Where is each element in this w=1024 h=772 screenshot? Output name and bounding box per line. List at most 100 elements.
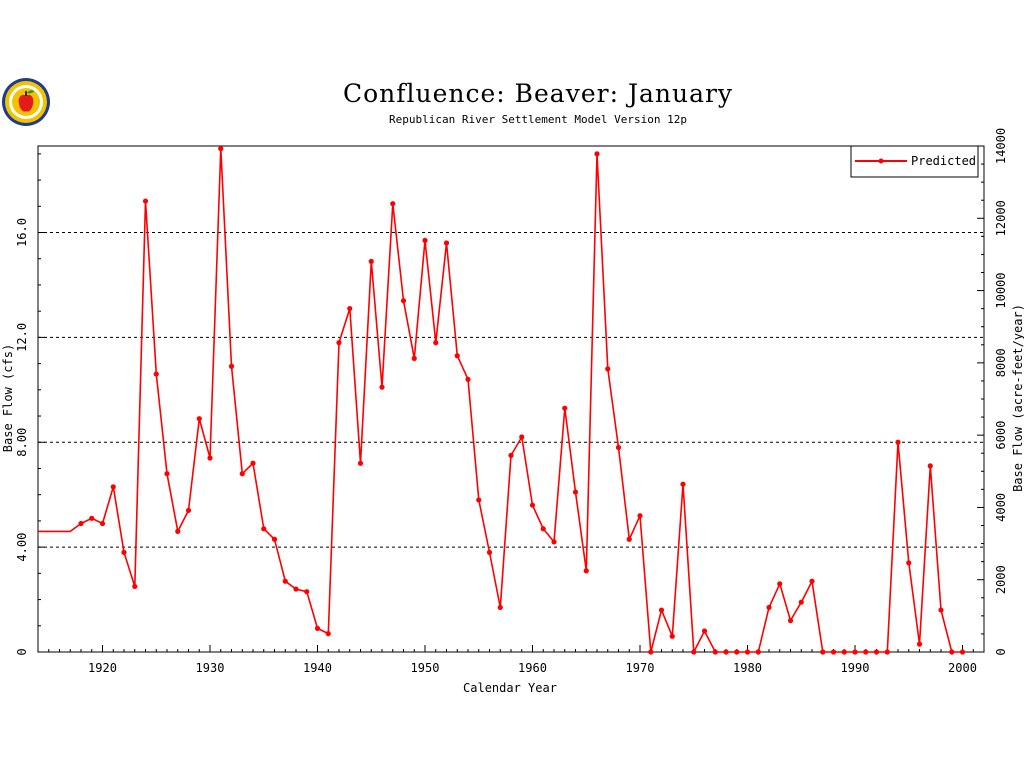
- data-point-predicted: [121, 549, 127, 555]
- data-point-predicted: [830, 649, 837, 655]
- y2-tick-label: 2000: [994, 565, 1008, 594]
- x-tick-label: 2000: [948, 661, 977, 675]
- data-point-predicted: [175, 528, 181, 534]
- data-point-predicted: [250, 460, 256, 466]
- legend-label-predicted: Predicted: [911, 154, 976, 168]
- data-point-predicted: [820, 649, 826, 655]
- series-line-predicted: [38, 147, 963, 653]
- data-point-predicted: [648, 649, 654, 655]
- x-tick-label: 1970: [626, 661, 655, 675]
- data-point-predicted: [132, 583, 138, 590]
- x-tick-label: 1950: [411, 661, 440, 675]
- data-point-predicted: [422, 237, 428, 243]
- data-point-predicted: [196, 416, 202, 422]
- data-point-predicted: [551, 539, 557, 545]
- data-point-predicted: [583, 568, 589, 574]
- data-point-predicted: [906, 560, 912, 566]
- data-point-predicted: [658, 607, 665, 613]
- data-point-predicted: [798, 599, 804, 605]
- data-point-predicted: [841, 649, 847, 655]
- data-point-predicted: [400, 298, 407, 304]
- data-point-predicted: [336, 340, 342, 346]
- data-point-predicted: [304, 589, 310, 595]
- x-tick-label: 1980: [733, 661, 762, 675]
- y2-tick-label: 12000: [994, 200, 1008, 236]
- data-point-predicted: [787, 617, 794, 624]
- data-point-predicted: [744, 649, 751, 655]
- x-tick-label: 1930: [196, 661, 225, 675]
- data-point-predicted: [680, 481, 686, 487]
- data-point-predicted: [368, 258, 374, 264]
- data-point-predicted: [207, 455, 213, 461]
- data-point-predicted: [873, 649, 880, 655]
- data-point-predicted: [572, 489, 579, 495]
- data-point-predicted: [712, 649, 718, 655]
- data-point-predicted: [293, 586, 299, 592]
- data-point-predicted: [734, 649, 740, 655]
- data-point-predicted: [433, 340, 439, 346]
- legend-marker: [878, 158, 884, 164]
- data-point-predicted: [863, 649, 869, 655]
- data-point-predicted: [809, 578, 815, 584]
- data-point-predicted: [228, 363, 235, 369]
- data-point-predicted: [562, 405, 568, 411]
- data-point-predicted: [723, 649, 729, 655]
- data-point-predicted: [454, 353, 460, 359]
- data-point-predicted: [99, 520, 106, 527]
- data-point-predicted: [476, 497, 482, 503]
- data-point-predicted: [529, 502, 536, 508]
- data-point-predicted: [895, 439, 901, 445]
- y-tick-label: 12.0: [15, 323, 29, 352]
- data-point-predicted: [153, 371, 159, 377]
- data-point-predicted: [465, 376, 471, 382]
- data-point-predicted: [615, 444, 622, 451]
- plot-frame: [37, 145, 985, 653]
- data-point-predicted: [916, 641, 923, 647]
- y-tick-label: 4.00: [15, 533, 29, 562]
- data-point-predicted: [766, 604, 772, 611]
- axis-ticks: [37, 145, 985, 653]
- y-tick-label: 16.0: [15, 218, 29, 247]
- data-point-predicted: [185, 507, 192, 514]
- legend: Predicted: [850, 145, 979, 178]
- x-tick-label: 1920: [88, 661, 117, 675]
- y2-tick-label: 14000: [994, 128, 1008, 164]
- y2-tick-label: 10000: [994, 273, 1008, 309]
- data-point-predicted: [755, 649, 761, 655]
- x-tick-label: 1990: [841, 661, 870, 675]
- chart-title: Confluence: Beaver: January: [343, 79, 733, 108]
- data-point-predicted: [540, 526, 546, 532]
- x-axis-label: Calendar Year: [463, 681, 557, 695]
- data-point-predicted: [271, 536, 278, 542]
- data-point-predicted: [78, 520, 84, 527]
- data-point-predicted: [637, 513, 643, 519]
- y-tick-label: 8.00: [15, 428, 29, 457]
- tick-labels: 1920 1930 1940 1950 1960 1970 1980 1990 2000 0 4.0…: [15, 128, 1008, 675]
- series-predicted: [38, 146, 966, 655]
- data-point-predicted: [508, 452, 514, 458]
- data-point-predicted: [89, 515, 95, 521]
- data-point-predicted: [218, 146, 224, 152]
- y-axis-label: Base Flow (cfs): [1, 344, 15, 452]
- data-point-predicted: [605, 366, 611, 372]
- data-point-predicted: [142, 198, 149, 204]
- data-point-predicted: [669, 633, 675, 639]
- data-point-predicted: [777, 581, 783, 587]
- y-tick-label: 0: [15, 648, 29, 655]
- data-point-predicted: [497, 604, 503, 611]
- data-point-predicted: [110, 484, 116, 490]
- data-point-predicted: [701, 628, 708, 634]
- y2-axis-label: Base Flow (acre-feet/year): [1011, 304, 1024, 492]
- y2-tick-label: 0: [994, 648, 1008, 655]
- data-point-predicted: [261, 526, 267, 532]
- data-point-predicted: [282, 578, 288, 584]
- data-point-predicted: [411, 355, 417, 361]
- data-point-predicted: [347, 305, 353, 312]
- x-tick-label: 1940: [303, 661, 332, 675]
- data-point-predicted: [949, 649, 955, 655]
- grid-lines: [38, 232, 984, 548]
- data-point-predicted: [486, 549, 493, 555]
- data-point-predicted: [519, 434, 525, 440]
- apple-seal-logo: [2, 78, 50, 126]
- data-point-predicted: [852, 649, 858, 655]
